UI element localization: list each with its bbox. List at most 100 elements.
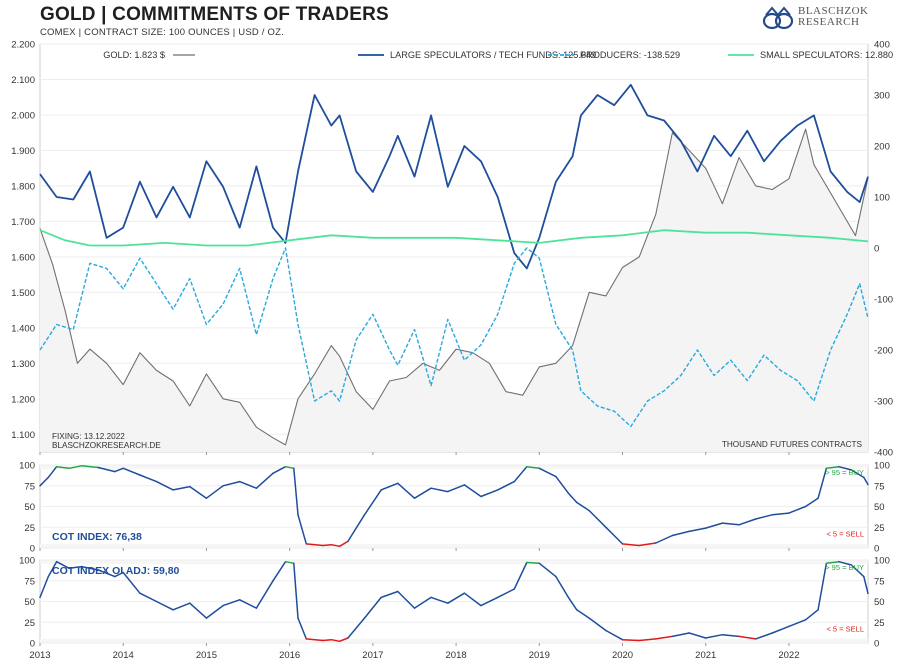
cot-index-segment <box>513 465 528 483</box>
cot-index-segment <box>754 514 774 520</box>
cot-index-segment <box>704 522 724 529</box>
cot-index-oi-segment <box>825 560 840 565</box>
cot-index-segment <box>97 466 116 473</box>
cot-index-oi-segment <box>480 596 499 607</box>
cot-index-segment <box>347 514 366 543</box>
series-small-speculators <box>39 229 869 247</box>
y-tick-left: 1.500 <box>11 288 35 299</box>
cot-index-segment <box>463 484 482 498</box>
cot-index-y-tick-right: 75 <box>874 481 885 492</box>
cot-index-oi-y-tick-left: 50 <box>24 597 35 608</box>
cot-index-oi-segment <box>238 599 258 609</box>
cot-index-segment <box>721 522 740 526</box>
cot-index-oi-segment <box>205 604 224 619</box>
y-tick-right: 300 <box>874 91 890 102</box>
cot-index-segment <box>155 480 174 491</box>
cot-index-oi-segment <box>114 571 124 578</box>
cot-index-segment <box>397 482 416 499</box>
cot-index-oi-segment <box>55 560 70 570</box>
y-tick-left: 2.100 <box>11 75 35 86</box>
cot-index-segment <box>55 465 70 470</box>
x-tick-label: 2019 <box>529 650 550 661</box>
series-lines <box>39 83 869 643</box>
cot-index-oi-segment <box>588 617 607 632</box>
series-producers <box>39 247 869 428</box>
cot-index-oi-segment <box>397 590 416 609</box>
cot-index-oi-segment <box>297 617 308 640</box>
cot-index-segment <box>413 487 432 499</box>
cot-index-oi-segment <box>688 632 707 639</box>
cot-index-oi-label: COT INDEX OI ADJ: 59,80 <box>52 565 180 577</box>
cot-index-buy-zone <box>40 465 868 470</box>
cot-index-oi-segment <box>788 619 807 628</box>
cot-index-oi-segment <box>538 562 557 578</box>
cot-index-oi-segment <box>272 560 287 582</box>
axes <box>39 452 790 646</box>
source-label: BLASCHZOKRESEARCH.DE <box>52 441 161 450</box>
cot-index-segment <box>621 543 640 547</box>
cot-index-oi-sell-label: < 5 = SELL <box>826 624 864 633</box>
cot-index-segment <box>139 474 158 483</box>
cot-index-segment <box>496 480 516 491</box>
cot-index-segment <box>863 476 869 486</box>
series-gold <box>39 128 869 446</box>
y-tick-left: 1.800 <box>11 181 35 192</box>
cot-index-y-tick-right: 0 <box>874 544 879 555</box>
cot-index-y-tick-left: 75 <box>24 481 35 492</box>
cot-index-oi-segment <box>330 638 341 643</box>
legend-producers: PRODUCERS: -138.529 <box>580 50 680 60</box>
cot-index-segment <box>80 465 100 469</box>
cot-index-oi-segment <box>754 632 774 640</box>
cot-index-oi-segment <box>575 609 590 619</box>
y-tick-right: 100 <box>874 193 890 204</box>
cot-index-label: COT INDEX: 76,38 <box>52 531 142 543</box>
cot-index-oi-segment <box>496 588 516 599</box>
cot-index-segment <box>575 501 590 512</box>
cot-index-segment <box>205 485 224 499</box>
cot-index-oi-y-tick-left: 25 <box>24 618 35 629</box>
cot-index-segment <box>272 465 287 475</box>
chart-title: GOLD | COMMITMENTS OF TRADERS <box>40 4 389 25</box>
x-tick-label: 2021 <box>695 650 716 661</box>
y-tick-right: 400 <box>874 40 890 51</box>
cot-index-segment <box>255 472 274 489</box>
cot-index-segment <box>688 527 707 533</box>
cot-index-oi-segment <box>804 609 819 621</box>
cot-index-oi-segment <box>68 565 83 570</box>
cot-index-segment <box>555 475 570 494</box>
cot-index-oi-segment <box>567 596 578 611</box>
cot-index-buy-label: > 95 = BUY <box>825 468 864 477</box>
cot-index-segment <box>788 505 807 514</box>
cot-index-oi-y-tick-right: 75 <box>874 576 885 587</box>
cot-index-segment <box>671 530 690 537</box>
x-tick-label: 2015 <box>196 650 217 661</box>
logo-text: BLASCHZOK RESEARCH <box>798 6 869 28</box>
cot-index-oi-segment <box>222 599 241 607</box>
cot-index-oi-segment <box>863 575 869 595</box>
cot-index-segment <box>305 543 324 547</box>
cot-index-segment <box>526 465 541 470</box>
cot-index-segment <box>817 467 828 499</box>
chart-text: 1.100 1.200 1.300 1.400 1.500 1.600 1.700 1.800… <box>11 40 893 662</box>
cot-index-oi-segment <box>189 602 208 619</box>
x-tick-label: 2022 <box>778 650 799 661</box>
cot-index-segment <box>771 512 790 516</box>
logo-line1: BLASCHZOK <box>798 5 869 17</box>
cot-index-oi-segment <box>850 564 865 578</box>
cot-index-sell-label: < 5 = SELL <box>826 529 864 538</box>
brand-logo: BLASCHZOK RESEARCH <box>762 5 892 33</box>
cot-index-segment <box>297 514 308 545</box>
y-tick-right: -100 <box>874 295 893 306</box>
cot-index-segment <box>838 465 853 471</box>
y-tick-left: 2.000 <box>11 110 35 121</box>
cot-index-segment <box>172 485 191 491</box>
cot-index-oi-segment <box>363 596 382 619</box>
cot-index-segment <box>68 465 83 470</box>
cot-index-oi-segment <box>97 569 116 578</box>
cot-index-oi-y-tick-left: 75 <box>24 576 35 587</box>
cot-index-y-tick-left: 0 <box>30 544 35 555</box>
cot-index-oi-segment <box>704 633 724 639</box>
y-tick-left: 1.100 <box>11 430 35 441</box>
cot-index-segment <box>850 469 865 479</box>
